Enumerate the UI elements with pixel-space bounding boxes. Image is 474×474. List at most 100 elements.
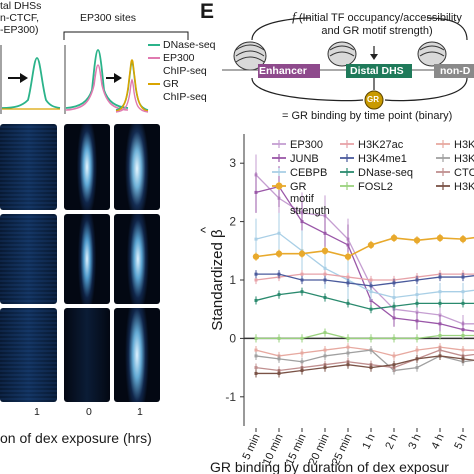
formula-symbol: f	[292, 9, 296, 24]
dhs-header-line: -EP300)	[0, 24, 39, 36]
legend-marker	[275, 182, 283, 190]
y-tick-label: -1	[225, 390, 236, 404]
data-point	[323, 331, 327, 335]
enhancer-label: Enhancer	[259, 65, 307, 77]
legend-swatch	[148, 56, 160, 59]
x-tick: 1	[34, 406, 40, 418]
legend-label: EP300	[290, 139, 323, 151]
data-point	[461, 290, 465, 294]
data-point	[438, 275, 442, 279]
x-tick-label: 4 h	[429, 432, 446, 451]
series-line	[256, 355, 474, 375]
heatmap-gr-top	[114, 124, 160, 210]
legend-item: CEBPB	[272, 167, 327, 179]
data-point	[461, 328, 465, 332]
panel-letter-e: E	[200, 0, 215, 23]
x-axis-label: GR binding by duration of dex exposur	[210, 459, 449, 474]
data-point	[392, 354, 396, 358]
legend-label: strength	[290, 205, 330, 217]
data-point	[392, 316, 396, 320]
data-point	[346, 336, 350, 340]
data-point	[369, 290, 373, 294]
series-11	[254, 351, 474, 378]
data-point	[254, 336, 258, 340]
x-tick-label: 5 min	[240, 432, 262, 461]
data-point	[323, 366, 327, 370]
series-line	[255, 291, 474, 310]
data-point	[369, 307, 373, 311]
data-point	[254, 298, 258, 302]
dhs-header: tal DHSs n-CTCF, -EP300)	[0, 0, 60, 36]
data-point	[323, 278, 327, 282]
data-point	[254, 278, 258, 282]
data-point	[277, 336, 281, 340]
y-tick-label: 3	[229, 156, 236, 170]
series-3	[252, 233, 474, 261]
data-point	[300, 369, 304, 373]
gr-node-label: GR	[367, 95, 379, 104]
x-tick: 0	[86, 406, 92, 418]
heatmap-gr-bottom	[114, 308, 160, 402]
data-point	[369, 284, 373, 288]
formula-line: (Initial TF occupancy/accessibility	[298, 12, 462, 24]
data-point	[323, 296, 327, 300]
heatmap-ep300-top	[64, 124, 110, 210]
legend-label: H3K27ac	[358, 139, 404, 151]
legend-label: FOSL2	[358, 181, 393, 193]
profile-plots	[0, 45, 149, 114]
data-point	[438, 322, 442, 326]
data-point	[413, 237, 421, 244]
legend-label: motif	[290, 193, 315, 205]
legend-label: H3K9	[454, 139, 474, 151]
profile-legend: DNase-seq EP300 ChIP-seq GR ChIP-seq	[148, 38, 216, 103]
data-point	[415, 336, 419, 340]
x-tick-label: 5 h	[452, 432, 469, 451]
data-point	[392, 363, 396, 367]
data-point	[392, 296, 396, 300]
data-point	[254, 354, 258, 358]
series-2	[254, 212, 474, 307]
x-axis-label: on of dex exposure (hrs)	[0, 430, 152, 446]
ep300-profile-ep300	[65, 64, 129, 111]
data-point	[438, 313, 442, 317]
nucleosome-icon	[327, 41, 357, 67]
data-point	[252, 253, 260, 260]
legend-item: H3K4	[436, 181, 474, 193]
legend-item: CTCF	[436, 167, 474, 179]
heatmap-dhs-mid	[0, 214, 57, 304]
legend-swatch	[148, 82, 160, 85]
data-point	[277, 371, 281, 375]
legend-swatch	[148, 43, 160, 46]
data-point	[415, 278, 419, 282]
legend-item: H3K4me1	[340, 153, 407, 165]
legend-item: H3K9	[436, 139, 474, 151]
heatmap-dhs-top	[0, 124, 57, 210]
distal-dhs-label: Distal DHS	[350, 65, 404, 77]
data-point	[323, 272, 327, 276]
data-point	[300, 278, 304, 282]
x-tick-label: 1 h	[360, 432, 377, 451]
legend-item: ChIP-seq	[163, 90, 207, 103]
dhs-header-line: n-CTCF,	[0, 12, 40, 24]
heatmap-ep300-bottom	[64, 308, 110, 402]
data-point	[300, 272, 304, 276]
data-point	[392, 304, 396, 308]
legend-item: EP300	[272, 139, 323, 151]
data-point	[438, 348, 442, 352]
data-point	[277, 357, 281, 361]
data-point	[254, 272, 258, 276]
data-point	[346, 345, 350, 349]
data-point	[300, 351, 304, 355]
arrow-icon	[8, 73, 28, 83]
data-point	[323, 231, 327, 235]
legend-label: GR	[290, 181, 307, 193]
data-point	[415, 357, 419, 361]
data-point	[300, 220, 304, 224]
x-tick: 1	[137, 406, 143, 418]
data-point	[459, 235, 467, 243]
data-point	[275, 250, 283, 257]
data-point	[369, 336, 373, 340]
data-point	[392, 336, 396, 340]
